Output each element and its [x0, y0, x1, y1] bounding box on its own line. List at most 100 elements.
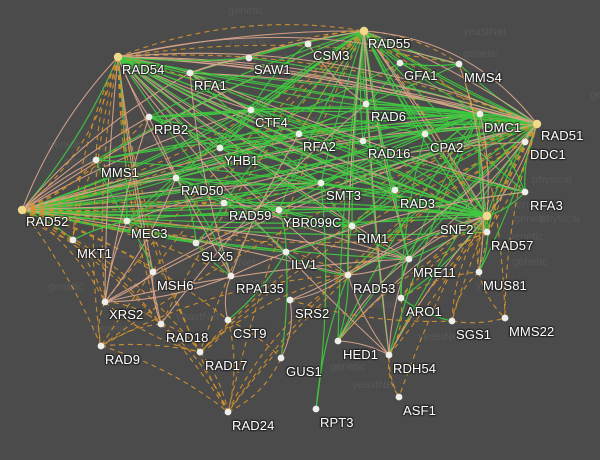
edge-genetic [21, 209, 154, 273]
edge-coexpression [126, 220, 154, 273]
watermark-text: genetic [228, 5, 264, 17]
edge-genetic [21, 56, 119, 211]
edge-genetic [117, 56, 162, 325]
node-cpa2[interactable] [421, 130, 429, 138]
edge-physical [230, 191, 526, 277]
node-yhb1[interactable] [216, 144, 224, 152]
node-rdh54[interactable] [385, 351, 393, 359]
watermark-text: physical [532, 174, 572, 186]
node-rfa2[interactable] [295, 130, 303, 138]
edge-genetic [227, 123, 538, 413]
node-ybr099c[interactable] [275, 206, 283, 214]
watermark-text: genetic [463, 48, 499, 60]
node-mkt1[interactable] [69, 236, 77, 244]
node-csm3[interactable] [304, 40, 312, 48]
edge-physical [104, 177, 177, 303]
edge-coexpression [223, 202, 287, 253]
node-ddc1[interactable] [521, 138, 529, 146]
edge-genetic [72, 56, 119, 241]
node-asf1[interactable] [395, 393, 403, 401]
node-saw1[interactable] [245, 54, 253, 62]
node-rad52[interactable] [17, 205, 27, 215]
edge-physical [189, 72, 232, 277]
node-slx5[interactable] [192, 239, 200, 247]
edge-coexpression [117, 56, 280, 211]
node-ctf4[interactable] [247, 106, 255, 114]
edge-genetic [21, 201, 225, 211]
node-gfa1[interactable] [396, 59, 404, 67]
node-layer[interactable] [17, 26, 542, 416]
node-msh6[interactable] [149, 268, 157, 276]
node-hed1[interactable] [334, 337, 342, 345]
node-rpb2[interactable] [145, 113, 153, 121]
node-sgs1[interactable] [448, 317, 456, 325]
edge-coexpression [320, 182, 353, 227]
node-rad55[interactable] [359, 26, 369, 36]
node-rad18[interactable] [157, 320, 165, 328]
edge-coexpression [117, 56, 250, 62]
edge-coexpression [126, 30, 365, 222]
node-rad24[interactable] [224, 408, 232, 416]
edge-physical [117, 52, 538, 125]
node-rfa3[interactable] [521, 188, 529, 196]
node-dmc1[interactable] [476, 110, 484, 118]
edge-genetic [21, 159, 97, 211]
node-mre11[interactable] [405, 255, 413, 263]
edge-layer [21, 24, 538, 413]
edge-genetic [388, 354, 400, 398]
node-rfa1[interactable] [186, 69, 194, 77]
edge-coexpression [219, 147, 322, 184]
edge-coexpression [285, 225, 353, 253]
node-rad53[interactable] [344, 271, 352, 279]
node-srs2[interactable] [286, 296, 294, 304]
node-rpt3[interactable] [312, 405, 320, 413]
node-mms1[interactable] [92, 156, 100, 164]
edge-physical [280, 299, 292, 359]
edge-genetic [21, 209, 229, 321]
node-mms4[interactable] [455, 60, 463, 68]
node-rad16[interactable] [359, 137, 367, 145]
node-rad50[interactable] [172, 174, 180, 182]
edge-physical [289, 123, 538, 301]
node-rad17[interactable] [196, 348, 204, 356]
edge-coexpression [148, 107, 481, 118]
edge-physical [224, 275, 232, 321]
node-snf2[interactable] [482, 211, 492, 221]
watermark-text: genetic [362, 299, 398, 311]
node-mus81[interactable] [475, 268, 483, 276]
edge-coexpression [117, 56, 481, 115]
edge-coexpression [347, 215, 488, 276]
edge-physical [117, 56, 538, 125]
node-aro1[interactable] [397, 294, 405, 302]
edge-coexpression [117, 56, 396, 191]
watermark-text: genetic [92, 323, 128, 335]
node-rim1[interactable] [348, 222, 356, 230]
node-mec3[interactable] [123, 217, 131, 225]
node-ilv1[interactable] [282, 248, 290, 256]
node-xrs2[interactable] [101, 298, 109, 306]
edge-coexpression [175, 113, 481, 179]
edge-coexpression [278, 209, 353, 227]
node-rad3[interactable] [391, 186, 399, 194]
edge-genetic [126, 220, 349, 276]
edge-physical [104, 271, 154, 303]
edge-coexpression [126, 177, 177, 222]
node-rad54[interactable] [113, 52, 123, 62]
node-smt3[interactable] [317, 179, 325, 187]
edge-physical [152, 271, 162, 325]
edge-genetic [117, 56, 201, 353]
node-rad59[interactable] [220, 199, 228, 207]
node-mms22[interactable] [501, 314, 509, 322]
node-rad9[interactable] [97, 342, 105, 350]
node-gus1[interactable] [277, 354, 285, 362]
edge-genetic [21, 209, 106, 303]
node-rad57[interactable] [483, 228, 491, 236]
edge-coexpression [351, 189, 396, 227]
node-rad51[interactable] [532, 119, 542, 129]
node-rpa135[interactable] [227, 272, 235, 280]
node-cst9[interactable] [224, 316, 232, 324]
node-rad6[interactable] [362, 100, 370, 108]
edge-genetic [100, 345, 229, 413]
